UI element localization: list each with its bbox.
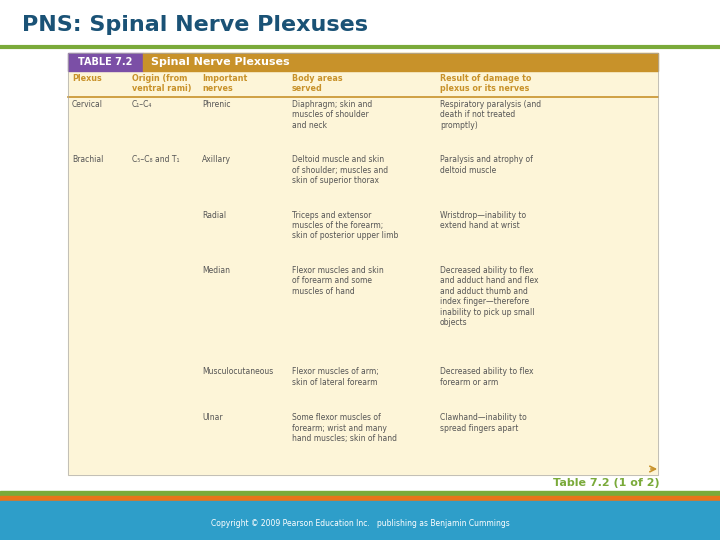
Text: Clawhand—inability to
spread fingers apart: Clawhand—inability to spread fingers apa… <box>440 414 527 433</box>
Bar <box>68 53 143 71</box>
Bar <box>0 491 720 496</box>
Text: Paralysis and atrophy of
deltoid muscle: Paralysis and atrophy of deltoid muscle <box>440 156 533 175</box>
Text: Diaphragm; skin and
muscles of shoulder
and neck: Diaphragm; skin and muscles of shoulder … <box>292 100 372 130</box>
Text: PNS: Spinal Nerve Plexuses: PNS: Spinal Nerve Plexuses <box>22 15 368 35</box>
Bar <box>0 506 720 540</box>
Text: Decreased ability to flex
forearm or arm: Decreased ability to flex forearm or arm <box>440 367 534 387</box>
Text: Radial: Radial <box>202 211 226 220</box>
Text: Result of damage to
plexus or its nerves: Result of damage to plexus or its nerves <box>440 74 531 93</box>
Text: Phrenic: Phrenic <box>202 100 230 109</box>
Bar <box>68 53 658 475</box>
Text: Decreased ability to flex
and adduct hand and flex
and adduct thumb and
index fi: Decreased ability to flex and adduct han… <box>440 266 539 327</box>
Text: Deltoid muscle and skin
of shoulder; muscles and
skin of superior thorax: Deltoid muscle and skin of shoulder; mus… <box>292 156 388 185</box>
Text: Some flexor muscles of
forearm; wrist and many
hand muscles; skin of hand: Some flexor muscles of forearm; wrist an… <box>292 414 397 443</box>
Text: Table 7.2 (1 of 2): Table 7.2 (1 of 2) <box>554 478 660 488</box>
Text: Wristdrop—inability to
extend hand at wrist: Wristdrop—inability to extend hand at wr… <box>440 211 526 230</box>
Text: Origin (from
ventral rami): Origin (from ventral rami) <box>132 74 192 93</box>
Text: TABLE 7.2: TABLE 7.2 <box>78 57 132 67</box>
Text: C₁–C₄: C₁–C₄ <box>132 100 153 109</box>
Text: Brachial: Brachial <box>72 156 104 164</box>
Bar <box>68 53 658 475</box>
Text: Cervical: Cervical <box>72 100 103 109</box>
Bar <box>0 496 720 501</box>
Text: Flexor muscles and skin
of forearm and some
muscles of hand: Flexor muscles and skin of forearm and s… <box>292 266 384 296</box>
Bar <box>0 501 720 506</box>
Text: Spinal Nerve Plexuses: Spinal Nerve Plexuses <box>151 57 289 67</box>
Text: Plexus: Plexus <box>72 74 102 83</box>
Text: Flexor muscles of arm;
skin of lateral forearm: Flexor muscles of arm; skin of lateral f… <box>292 367 379 387</box>
Text: Copyright © 2009 Pearson Education Inc.   publishing as Benjamin Cummings: Copyright © 2009 Pearson Education Inc. … <box>211 518 509 528</box>
Text: Body areas
served: Body areas served <box>292 74 343 93</box>
Text: Musculocutaneous: Musculocutaneous <box>202 367 274 376</box>
Text: Important
nerves: Important nerves <box>202 74 247 93</box>
Text: Ulnar: Ulnar <box>202 414 222 422</box>
Bar <box>143 53 658 71</box>
Text: Median: Median <box>202 266 230 275</box>
Text: Respiratory paralysis (and
death if not treated
promptly): Respiratory paralysis (and death if not … <box>440 100 541 130</box>
Text: C₅–C₈ and T₁: C₅–C₈ and T₁ <box>132 156 179 164</box>
Text: Triceps and extensor
muscles of the forearm;
skin of posterior upper limb: Triceps and extensor muscles of the fore… <box>292 211 398 240</box>
Text: Axillary: Axillary <box>202 156 231 164</box>
